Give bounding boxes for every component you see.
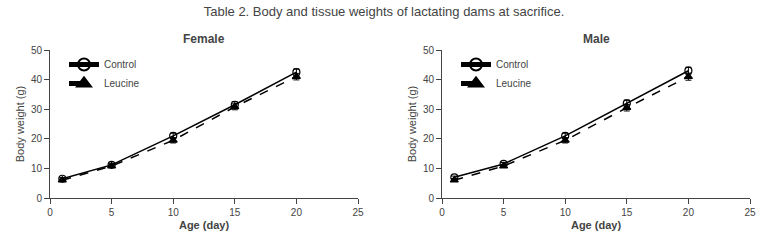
svg-text:0: 0 xyxy=(428,193,434,204)
svg-text:20: 20 xyxy=(683,207,695,218)
svg-text:Table 2. Body and tissue weigh: Table 2. Body and tissue weights of lact… xyxy=(204,4,565,19)
svg-text:10: 10 xyxy=(423,163,435,174)
svg-text:0: 0 xyxy=(36,193,42,204)
svg-text:20: 20 xyxy=(291,207,303,218)
svg-text:0: 0 xyxy=(439,207,445,218)
svg-text:25: 25 xyxy=(352,207,364,218)
svg-text:10: 10 xyxy=(560,207,572,218)
svg-text:30: 30 xyxy=(423,104,435,115)
svg-text:15: 15 xyxy=(621,207,633,218)
svg-text:15: 15 xyxy=(229,207,241,218)
svg-text:40: 40 xyxy=(423,74,435,85)
svg-text:20: 20 xyxy=(423,133,435,144)
svg-text:Control: Control xyxy=(496,59,528,70)
svg-text:10: 10 xyxy=(168,207,180,218)
svg-text:5: 5 xyxy=(109,207,115,218)
svg-text:50: 50 xyxy=(31,45,43,56)
svg-text:Age (day): Age (day) xyxy=(571,219,621,231)
svg-text:40: 40 xyxy=(31,74,43,85)
svg-text:Leucine: Leucine xyxy=(104,78,139,89)
svg-text:25: 25 xyxy=(744,207,756,218)
svg-text:Body weight (g): Body weight (g) xyxy=(14,86,26,162)
svg-text:Body weight (g): Body weight (g) xyxy=(406,86,418,162)
svg-text:5: 5 xyxy=(501,207,507,218)
svg-text:30: 30 xyxy=(31,104,43,115)
svg-text:Control: Control xyxy=(104,59,136,70)
svg-text:20: 20 xyxy=(31,133,43,144)
svg-text:0: 0 xyxy=(47,207,53,218)
svg-text:50: 50 xyxy=(423,45,435,56)
svg-text:Female: Female xyxy=(183,32,225,46)
svg-text:Leucine: Leucine xyxy=(496,78,531,89)
svg-text:Male: Male xyxy=(583,32,610,46)
svg-text:Age (day): Age (day) xyxy=(179,219,229,231)
svg-text:10: 10 xyxy=(31,163,43,174)
